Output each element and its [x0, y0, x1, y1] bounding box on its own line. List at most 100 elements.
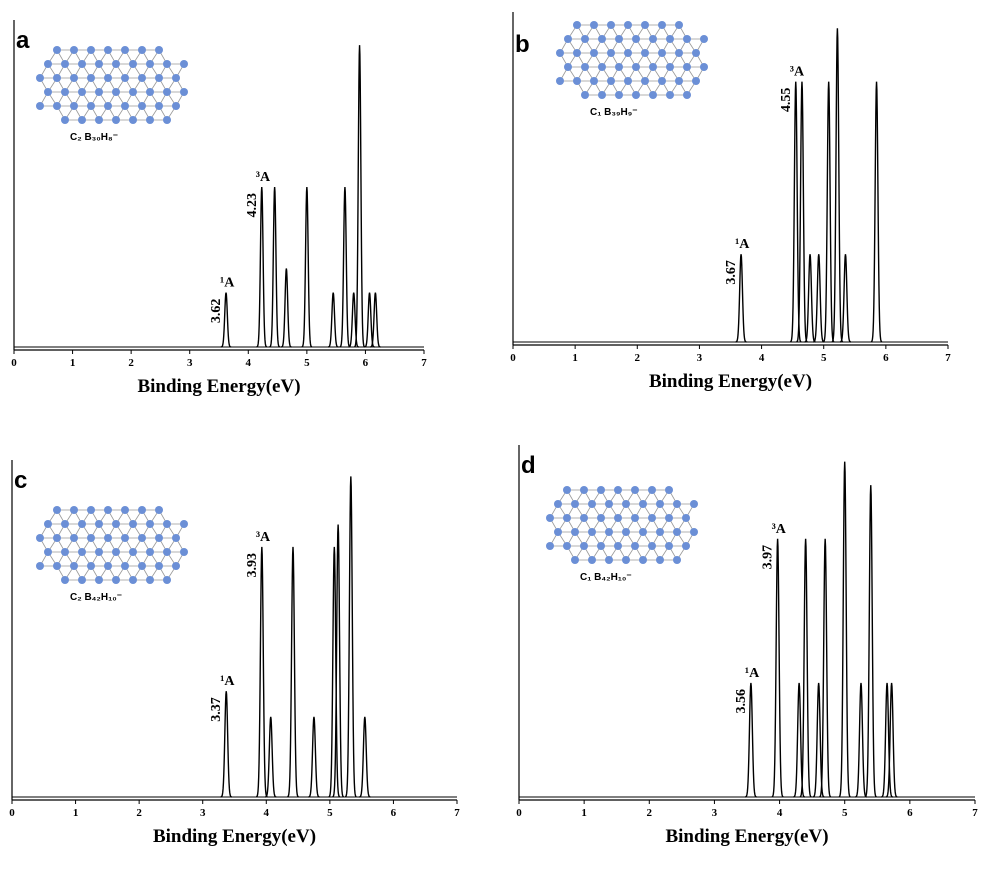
- atom: [112, 576, 120, 584]
- atom: [675, 49, 683, 57]
- atom: [675, 21, 683, 29]
- state-label: ¹A: [220, 276, 235, 291]
- atom: [700, 35, 708, 43]
- peak: [302, 187, 312, 347]
- x-axis-title: Binding Energy(eV): [665, 826, 828, 847]
- atom: [138, 46, 146, 54]
- state-label: ¹A: [735, 237, 750, 252]
- atom: [554, 500, 562, 508]
- atom: [163, 576, 171, 584]
- atom: [700, 63, 708, 71]
- atom: [598, 63, 606, 71]
- atom: [172, 102, 180, 110]
- atom: [682, 514, 690, 522]
- atom: [121, 102, 129, 110]
- atom: [172, 562, 180, 570]
- atom: [624, 49, 632, 57]
- atom: [104, 102, 112, 110]
- atom: [112, 60, 120, 68]
- atom: [121, 562, 129, 570]
- atom: [590, 21, 598, 29]
- x-tick-label: 5: [327, 807, 333, 819]
- x-tick-label: 1: [572, 352, 578, 364]
- atom: [649, 91, 657, 99]
- atom: [129, 88, 137, 96]
- x-tick-label: 2: [647, 807, 653, 819]
- peak: [340, 187, 350, 347]
- atom: [615, 63, 623, 71]
- atom: [588, 556, 596, 564]
- x-tick-label: 2: [136, 807, 142, 819]
- peak: [328, 293, 338, 347]
- atom: [658, 77, 666, 85]
- x-tick-label: 6: [391, 807, 397, 819]
- atom: [588, 500, 596, 508]
- peak: [345, 476, 356, 796]
- atom: [155, 562, 163, 570]
- atom: [571, 500, 579, 508]
- x-tick-label: 7: [945, 352, 951, 364]
- x-tick-label: 4: [246, 357, 252, 369]
- state-label: ³A: [256, 170, 271, 185]
- atom: [146, 116, 154, 124]
- atom: [631, 542, 639, 550]
- atom: [78, 548, 86, 556]
- x-tick-label: 6: [363, 357, 369, 369]
- atom: [129, 520, 137, 528]
- peak: [329, 547, 340, 797]
- atom: [155, 534, 163, 542]
- atom: [95, 88, 103, 96]
- atom: [683, 63, 691, 71]
- x-tick-label: 4: [777, 807, 783, 819]
- atom: [78, 60, 86, 68]
- atom: [556, 49, 564, 57]
- atom: [641, 49, 649, 57]
- atom: [692, 49, 700, 57]
- atom: [78, 88, 86, 96]
- atom: [607, 77, 615, 85]
- atom: [95, 548, 103, 556]
- atom: [590, 77, 598, 85]
- atom: [53, 534, 61, 542]
- atom: [121, 534, 129, 542]
- atom: [87, 506, 95, 514]
- atom: [580, 542, 588, 550]
- atom: [666, 91, 674, 99]
- panel-letter: d: [521, 452, 536, 479]
- atom: [605, 556, 613, 564]
- atom: [138, 534, 146, 542]
- atom: [648, 514, 656, 522]
- atom: [163, 116, 171, 124]
- atom: [87, 534, 95, 542]
- atom: [563, 514, 571, 522]
- atom: [44, 60, 52, 68]
- atom: [163, 88, 171, 96]
- x-tick-label: 1: [70, 357, 76, 369]
- atom: [70, 534, 78, 542]
- peak: [354, 45, 364, 347]
- atom: [95, 520, 103, 528]
- formula: C₂ B₄₂H₁₀⁻: [70, 592, 122, 603]
- atom: [70, 506, 78, 514]
- atom: [692, 77, 700, 85]
- atom: [146, 88, 154, 96]
- atom: [112, 548, 120, 556]
- atom: [87, 102, 95, 110]
- atom: [53, 562, 61, 570]
- atom: [70, 102, 78, 110]
- atom: [598, 35, 606, 43]
- atom: [632, 91, 640, 99]
- atom: [104, 506, 112, 514]
- atom: [631, 514, 639, 522]
- atom: [36, 534, 44, 542]
- formula: C₁ B₄₂H₁₀⁻: [580, 572, 632, 583]
- atom: [36, 562, 44, 570]
- atom: [172, 74, 180, 82]
- x-tick-label: 3: [200, 807, 206, 819]
- atom: [690, 500, 698, 508]
- atom: [138, 506, 146, 514]
- atom: [580, 514, 588, 522]
- atom: [632, 35, 640, 43]
- atom: [87, 46, 95, 54]
